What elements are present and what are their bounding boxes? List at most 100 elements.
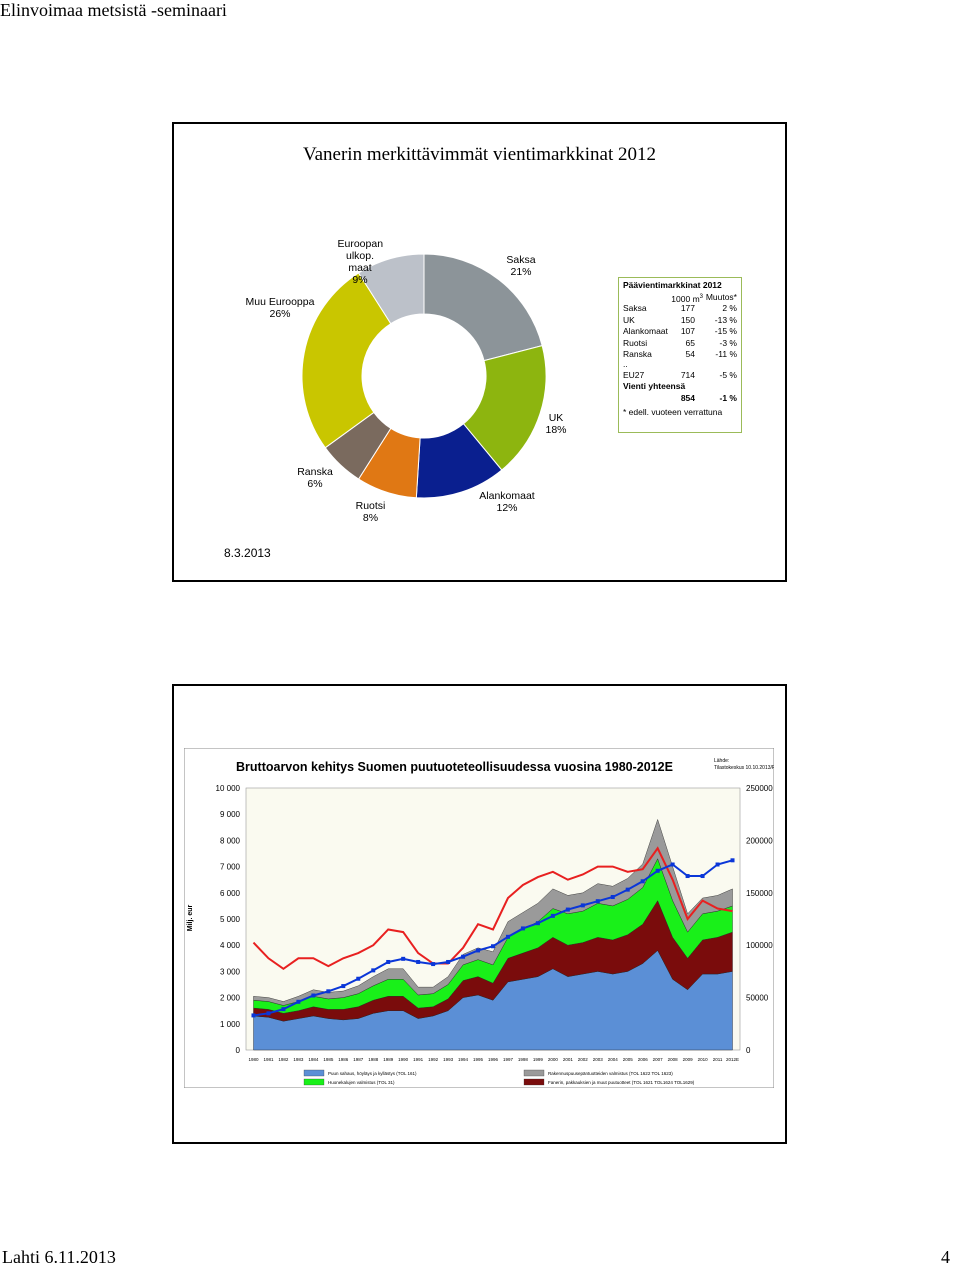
x-tick-label: 2006 — [638, 1057, 649, 1062]
label-uk: UK 18% — [545, 412, 567, 436]
area-chart: Bruttoarvon kehitys Suomen puutuoteteoll… — [184, 748, 774, 1088]
x-tick-label: 2002 — [578, 1057, 589, 1062]
x-tick-label: 1981 — [263, 1057, 274, 1062]
gdp-marker — [685, 874, 690, 879]
gdp-marker — [700, 874, 705, 879]
y2-tick-label: 100000 — [746, 941, 773, 950]
y-tick-label: 8 000 — [220, 836, 241, 845]
x-tick-label: 2005 — [623, 1057, 634, 1062]
table-row: Saksa 177 2 % — [623, 303, 737, 313]
gdp-marker — [266, 1011, 271, 1016]
gdp-marker — [326, 989, 331, 994]
label-ranska: Ranska 6% — [297, 466, 333, 490]
gdp-marker — [505, 934, 510, 939]
gdp-marker — [640, 879, 645, 884]
table-dots: .. — [623, 358, 628, 369]
x-tick-label: 2007 — [653, 1057, 664, 1062]
gdp-marker — [431, 962, 436, 967]
x-tick-label: 1980 — [248, 1057, 259, 1062]
table-row: Alankomaat 107 -15 % — [623, 326, 737, 336]
x-tick-label: 2012E — [726, 1057, 739, 1062]
gdp-marker — [670, 862, 675, 867]
legend-swatch — [523, 1078, 545, 1086]
gdp-marker — [535, 921, 540, 926]
slide-export-markets: Vanerin merkittävimmät vientimarkkinat 2… — [172, 122, 787, 582]
gdp-marker — [461, 954, 466, 959]
gdp-marker — [296, 999, 301, 1004]
gdp-marker — [565, 907, 570, 912]
y-tick-label: 7 000 — [220, 863, 241, 872]
x-tick-label: 2000 — [548, 1057, 559, 1062]
gdp-marker — [730, 858, 735, 863]
slide-gross-value-chart: Bruttoarvon kehitys Suomen puutuoteteoll… — [172, 684, 787, 1144]
x-tick-label: 2010 — [698, 1057, 709, 1062]
x-tick-label: 1984 — [308, 1057, 319, 1062]
table-total-label: Vienti yhteensä — [623, 381, 686, 391]
gdp-marker — [491, 944, 495, 949]
chart-source-date: Tilastokeskus 10.10.2013/PS — [714, 765, 774, 771]
gdp-marker — [655, 868, 660, 873]
document-header: Elinvoimaa metsistä -seminaari — [0, 0, 227, 20]
y2-tick-label: 50000 — [746, 994, 769, 1003]
table-row-eu27: EU27 714 -5 % — [623, 369, 737, 380]
gdp-marker — [251, 1013, 256, 1018]
x-tick-label: 1993 — [443, 1057, 454, 1062]
export-markets-table: Päävientimarkkinat 2012 1000 m3 Muutos* … — [618, 277, 742, 433]
label-ruotsi: Ruotsi 8% — [355, 500, 386, 524]
gdp-marker — [446, 959, 451, 964]
legend-swatch — [523, 1069, 545, 1077]
y-tick-label: 9 000 — [220, 810, 241, 819]
slide-date: 8.3.2013 — [224, 546, 271, 560]
table-row: Ruotsi 65 -3 % — [623, 337, 737, 348]
x-tick-label: 1986 — [338, 1057, 349, 1062]
x-tick-label: 2011 — [713, 1057, 723, 1062]
label-alankomaat: Alankomaat 12% — [479, 490, 535, 514]
x-tick-label: 1989 — [383, 1057, 394, 1062]
y-tick-label: 4 000 — [220, 941, 241, 950]
donut-slice-muu-eurooppa — [301, 272, 392, 449]
chart-source: Lähde: — [714, 758, 729, 764]
y2-tick-label: 200000 — [746, 836, 773, 845]
table-total-row: 854 -1 % — [680, 392, 737, 403]
legend-label: Huonekalujen valmistus (TOL 31) — [328, 1080, 395, 1085]
y-tick-label: 0 — [236, 1046, 241, 1055]
table-row: Ranska 54 -11 % — [623, 349, 737, 359]
chart-title: Bruttoarvon kehitys Suomen puutuoteteoll… — [236, 760, 673, 774]
y-tick-label: 2 000 — [220, 994, 241, 1003]
y2-tick-label: 150000 — [746, 889, 773, 898]
gdp-marker — [386, 959, 391, 964]
page-number: 4 — [941, 1247, 950, 1267]
gdp-marker — [356, 976, 361, 981]
footer-location-date: Lahti 6.11.2013 — [2, 1247, 116, 1267]
area-series-3 — [253, 818, 733, 1006]
legend-swatch — [303, 1078, 325, 1086]
gdp-marker — [371, 968, 376, 973]
line-series-0 — [252, 846, 733, 971]
gdp-marker — [595, 899, 600, 904]
gdp-marker — [580, 903, 585, 908]
gdp-marker — [520, 926, 525, 931]
x-tick-label: 1985 — [323, 1057, 334, 1062]
x-tick-label: 1996 — [488, 1057, 499, 1062]
donut-slice-euroopan-ulkop-maat — [357, 253, 425, 325]
x-tick-label: 1991 — [413, 1057, 424, 1062]
gdp-marker — [416, 959, 421, 964]
x-tick-label: 1999 — [533, 1057, 544, 1062]
y-tick-label: 1 000 — [220, 1020, 241, 1029]
x-tick-label: 2009 — [683, 1057, 694, 1062]
donut-slice-saksa — [423, 253, 543, 362]
gdp-marker — [476, 948, 481, 953]
x-tick-label: 2008 — [668, 1057, 679, 1062]
gdp-marker — [715, 862, 720, 867]
legend-swatch — [303, 1069, 325, 1077]
x-tick-label: 1994 — [458, 1057, 469, 1062]
y2-tick-label: 0 — [746, 1046, 751, 1055]
y-tick-label: 10 000 — [216, 784, 241, 793]
x-tick-label: 1983 — [293, 1057, 304, 1062]
legend-label: Puun sahaus, höyläys ja kyllästys (TOL 1… — [328, 1071, 417, 1076]
gdp-marker — [401, 956, 406, 961]
x-tick-label: 2004 — [608, 1057, 619, 1062]
x-tick-label: 1992 — [428, 1057, 439, 1062]
col-header-unit: 1000 m3 — [671, 293, 703, 304]
slide-title: Vanerin merkittävimmät vientimarkkinat 2… — [303, 144, 656, 165]
